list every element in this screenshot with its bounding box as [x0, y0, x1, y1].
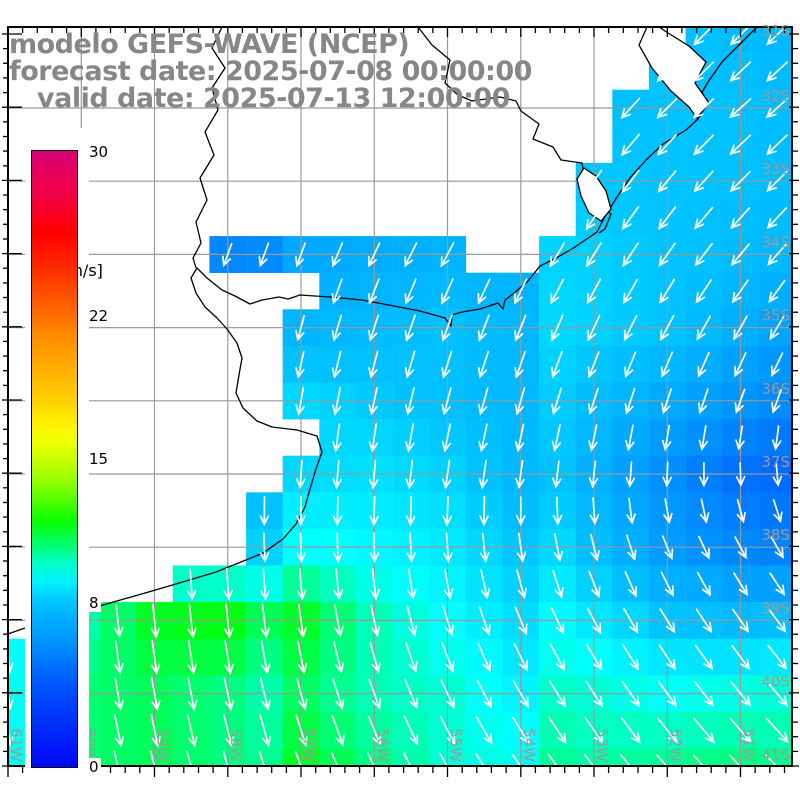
svg-text:35S: 35S	[761, 307, 790, 325]
svg-text:34S: 34S	[761, 233, 790, 251]
svg-text:59W: 59W	[154, 728, 172, 762]
svg-text:36S: 36S	[761, 380, 790, 398]
svg-text:58W: 58W	[227, 728, 245, 762]
svg-text:53W: 53W	[593, 728, 611, 762]
svg-text:40S: 40S	[761, 673, 790, 691]
svg-text:51W: 51W	[740, 728, 758, 762]
colorbar-tick-label: 0	[87, 757, 101, 776]
svg-text:41S: 41S	[761, 746, 790, 764]
svg-text:37S: 37S	[761, 453, 790, 471]
uruguay-river	[192, 27, 226, 269]
svg-text:57W: 57W	[300, 728, 318, 762]
title-forecast-date: forecast date: 2025-07-08 00:00:00	[9, 56, 532, 87]
svg-text:33S: 33S	[761, 160, 790, 178]
lagoon-mirim	[576, 167, 612, 222]
colorbar-tick-label: 22	[87, 306, 111, 325]
svg-text:61W: 61W	[7, 728, 25, 762]
title-model: modelo GEFS-WAVE (NCEP)	[9, 29, 410, 60]
title-valid-date: valid date: 2025-07-13 12:00:00	[37, 83, 510, 114]
svg-text:55W: 55W	[447, 728, 465, 762]
colorbar-tick-label: 8	[87, 593, 101, 612]
svg-text:31S: 31S	[761, 22, 790, 40]
colorbar-gradient	[31, 150, 78, 768]
svg-text:39S: 39S	[761, 599, 790, 617]
svg-text:32S: 32S	[761, 87, 790, 105]
colorbar-tick-label: 30	[87, 142, 111, 161]
axis-ticks	[2, 28, 799, 777]
lon-labels: 61W 60W 59W 58W 57W 56W 55W 54W 53W 52W 51W	[7, 728, 758, 762]
map-frame	[7, 26, 793, 767]
svg-text:54W: 54W	[520, 728, 538, 762]
colorbar-tick-label: 15	[87, 450, 111, 468]
wind-arrows	[8, 27, 789, 766]
svg-text:56W: 56W	[373, 728, 391, 762]
svg-text:52W: 52W	[666, 728, 684, 762]
svg-text:38S: 38S	[761, 526, 790, 544]
lat-labels: 31S 32S 33S 34S 35S 36S 37S 38S 39S 40S 41S	[761, 22, 790, 764]
